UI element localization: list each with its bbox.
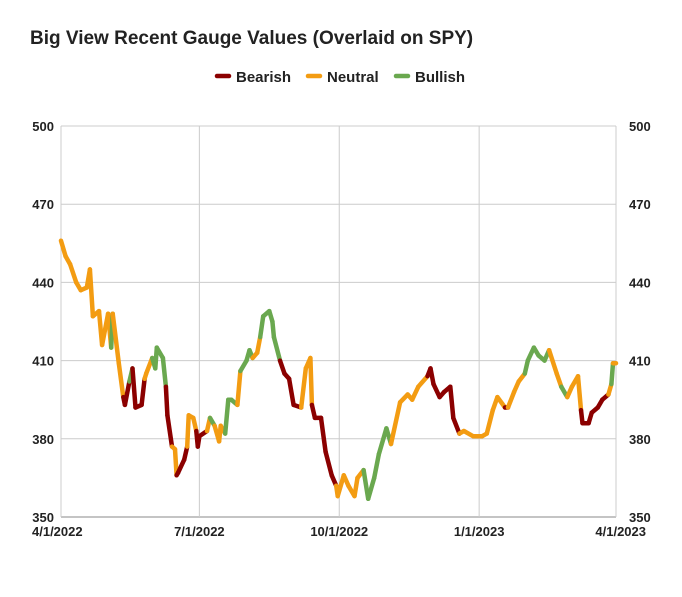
segment-neutral (90, 269, 93, 316)
segment-neutral (70, 264, 76, 282)
segment-neutral (508, 392, 514, 408)
y-tick-label-right: 410 (629, 354, 651, 369)
segment-bearish (453, 418, 459, 434)
segment-neutral (391, 402, 400, 444)
series-line (61, 241, 616, 499)
segment-bearish (142, 379, 145, 405)
x-tick-label: 7/1/2022 (174, 524, 225, 539)
y-tick-label: 500 (32, 119, 54, 134)
segment-neutral (549, 350, 557, 373)
x-tick-label: 10/1/2022 (310, 524, 368, 539)
segment-bullish (163, 358, 166, 387)
segment-bearish (167, 415, 172, 446)
segment-neutral (113, 314, 119, 364)
segment-neutral (61, 241, 66, 257)
segment-bullish (260, 316, 263, 337)
legend-label-neutral: Neutral (327, 69, 379, 86)
y-axis-left: 350 380 410 440 470 500 (32, 119, 54, 525)
x-tick-label: 1/1/2023 (454, 524, 505, 539)
x-axis: 4/1/2022 7/1/2022 10/1/2022 1/1/2023 4/1/202… (32, 524, 646, 539)
segment-bullish (368, 478, 374, 499)
segment-bearish (289, 379, 294, 405)
y-tick-label: 440 (32, 275, 54, 290)
segment-neutral (487, 410, 493, 434)
segment-bullish (272, 322, 274, 338)
segment-bullish (374, 454, 379, 478)
segment-neutral (257, 337, 260, 353)
segment-bearish (321, 418, 326, 452)
segment-bullish (611, 363, 613, 384)
segment-neutral (310, 358, 312, 405)
y-tick-label: 350 (32, 510, 54, 525)
y-tick-label: 470 (32, 197, 54, 212)
y-axis-right: 350 380 410 440 470 500 (629, 119, 651, 525)
segment-bearish (326, 452, 332, 476)
y-tick-label-right: 500 (629, 119, 651, 134)
y-tick-label: 380 (32, 432, 54, 447)
segment-neutral (355, 478, 358, 496)
legend-label-bullish: Bullish (415, 69, 465, 86)
segment-neutral (119, 363, 124, 397)
y-tick-label-right: 350 (629, 510, 651, 525)
chart-canvas: Bearish Neutral Bullish 350 380 410 440 470 500… (0, 0, 682, 597)
segment-neutral (187, 415, 189, 446)
segment-bearish (133, 368, 136, 407)
y-tick-label-right: 470 (629, 197, 651, 212)
segment-bullish (225, 400, 228, 434)
segment-bearish (125, 382, 129, 405)
y-tick-label-right: 380 (629, 432, 651, 447)
legend-label-bearish: Bearish (236, 69, 291, 86)
segment-bearish (431, 368, 434, 384)
segment-neutral (237, 371, 240, 405)
x-tick-label: 4/1/2022 (32, 524, 83, 539)
gridlines (61, 126, 616, 517)
legend: Bearish Neutral Bullish (217, 69, 465, 86)
y-tick-label-right: 440 (629, 275, 651, 290)
segment-bearish (450, 387, 453, 418)
y-tick-label: 410 (32, 354, 54, 369)
segment-neutral (301, 368, 306, 407)
segment-neutral (578, 376, 581, 410)
segment-bullish (274, 337, 280, 361)
segment-bearish (166, 387, 168, 416)
x-tick-label: 4/1/2023 (595, 524, 646, 539)
